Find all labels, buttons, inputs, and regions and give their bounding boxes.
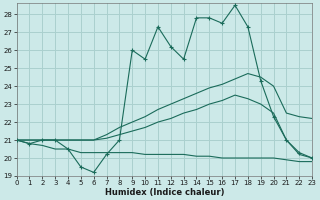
X-axis label: Humidex (Indice chaleur): Humidex (Indice chaleur) xyxy=(105,188,224,197)
